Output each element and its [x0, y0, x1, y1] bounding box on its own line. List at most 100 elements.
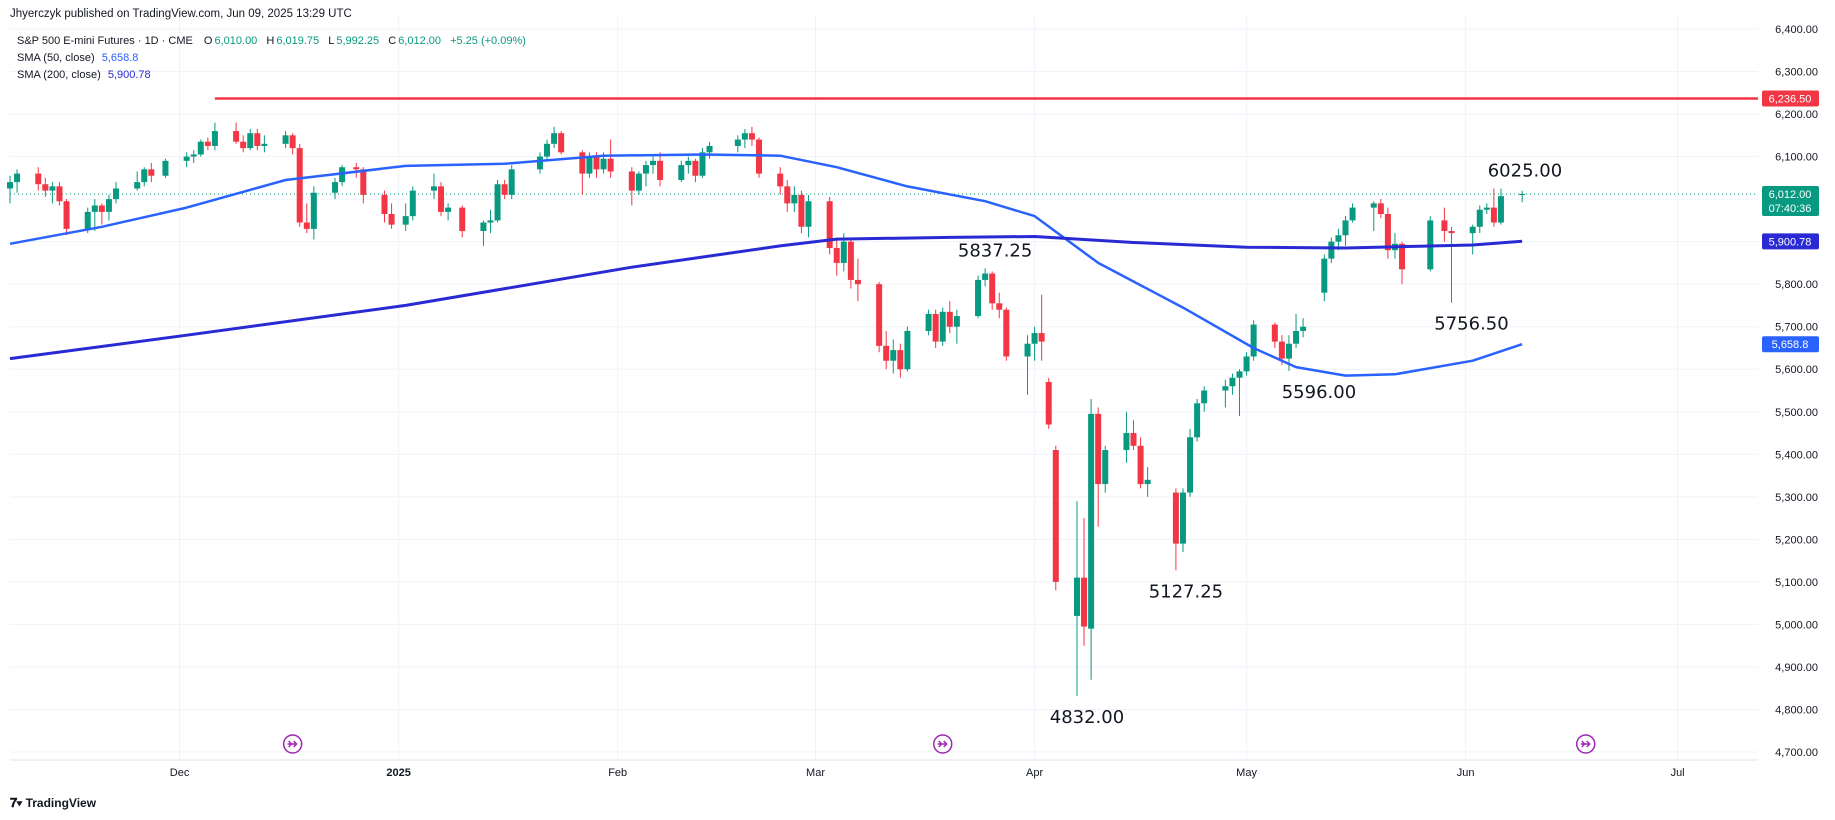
candle-body[interactable]: [904, 330, 911, 370]
candle-body[interactable]: [883, 345, 890, 361]
candle-body[interactable]: [635, 173, 642, 191]
candle-body[interactable]: [579, 152, 586, 174]
candle-body[interactable]: [1003, 309, 1010, 357]
candle-body[interactable]: [1123, 433, 1130, 451]
candle-body[interactable]: [388, 214, 395, 225]
candle-body[interactable]: [777, 173, 784, 187]
price-scale[interactable]: 6,400.006,300.006,200.006,100.006,000.00…: [1775, 24, 1818, 759]
candle-body[interactable]: [1278, 341, 1285, 359]
candle-body[interactable]: [261, 143, 268, 146]
candle-body[interactable]: [183, 156, 190, 161]
candle-body[interactable]: [1038, 333, 1045, 342]
candle-body[interactable]: [303, 222, 310, 229]
candle-body[interactable]: [508, 169, 515, 195]
candle-body[interactable]: [1024, 343, 1031, 357]
candle-body[interactable]: [748, 133, 755, 140]
candle-body[interactable]: [14, 173, 21, 183]
sma200-line[interactable]: [9, 235, 1523, 361]
candle-body[interactable]: [1172, 492, 1179, 544]
candle-body[interactable]: [42, 184, 49, 191]
candle-body[interactable]: [1384, 214, 1391, 251]
candle-body[interactable]: [190, 154, 197, 157]
candlestick-series[interactable]: [7, 122, 1526, 696]
candle-body[interactable]: [1469, 226, 1476, 234]
candle-body[interactable]: [1328, 241, 1335, 259]
candle-body[interactable]: [854, 279, 861, 285]
candle-body[interactable]: [445, 207, 452, 212]
candle-body[interactable]: [1483, 207, 1490, 210]
candle-body[interactable]: [741, 133, 748, 140]
candle-body[interactable]: [91, 205, 98, 212]
sma50-line[interactable]: [9, 153, 1523, 377]
candle-body[interactable]: [657, 160, 664, 180]
candle-body[interactable]: [105, 199, 112, 212]
candle-body[interactable]: [409, 190, 416, 217]
candle-body[interactable]: [1293, 330, 1300, 344]
candle-body[interactable]: [798, 194, 805, 227]
candle-body[interactable]: [494, 184, 501, 221]
candle-body[interactable]: [1321, 258, 1328, 293]
candle-body[interactable]: [826, 201, 833, 249]
candle-body[interactable]: [1300, 326, 1307, 331]
candle-body[interactable]: [1335, 235, 1342, 242]
candle-body[interactable]: [84, 211, 91, 229]
event-marker-icon[interactable]: [1575, 734, 1596, 754]
candle-body[interactable]: [939, 311, 946, 342]
candle-body[interactable]: [678, 165, 685, 180]
candle-body[interactable]: [1179, 492, 1186, 544]
candle-body[interactable]: [480, 222, 487, 232]
candle-body[interactable]: [35, 173, 42, 185]
candle-body[interactable]: [734, 139, 741, 146]
candle-body[interactable]: [650, 160, 657, 166]
candle-body[interactable]: [558, 133, 565, 153]
candle-body[interactable]: [1187, 437, 1194, 493]
candle-body[interactable]: [1490, 207, 1497, 223]
candle-body[interactable]: [7, 182, 13, 189]
candle-body[interactable]: [840, 241, 847, 263]
candle-body[interactable]: [692, 160, 699, 176]
candle-body[interactable]: [1031, 333, 1038, 344]
candle-body[interactable]: [805, 201, 812, 227]
candle-body[interactable]: [833, 248, 840, 263]
candle-body[interactable]: [946, 311, 953, 327]
candle-body[interactable]: [975, 279, 982, 317]
candle-body[interactable]: [706, 145, 713, 153]
candle-body[interactable]: [1399, 243, 1406, 270]
candle-body[interactable]: [360, 169, 367, 195]
candle-body[interactable]: [141, 169, 148, 183]
candle-body[interactable]: [536, 156, 543, 170]
candle-body[interactable]: [1229, 377, 1236, 387]
candle-body[interactable]: [56, 186, 63, 202]
candle-body[interactable]: [501, 184, 508, 195]
candle-body[interactable]: [685, 160, 692, 166]
event-marker-icon[interactable]: [932, 734, 953, 754]
candle-body[interactable]: [162, 160, 169, 176]
candle-body[interactable]: [551, 133, 558, 144]
candle-body[interactable]: [784, 186, 791, 204]
candle-body[interactable]: [402, 216, 409, 225]
candle-body[interactable]: [1102, 450, 1109, 485]
candle-body[interactable]: [953, 316, 960, 327]
candle-body[interactable]: [247, 133, 254, 149]
candle-body[interactable]: [1285, 343, 1292, 359]
candle-body[interactable]: [1377, 203, 1384, 215]
candle-body[interactable]: [1095, 413, 1102, 485]
candle-body[interactable]: [211, 131, 218, 146]
candle-body[interactable]: [876, 284, 883, 346]
candle-body[interactable]: [353, 167, 360, 170]
event-marker-icon[interactable]: [282, 734, 303, 754]
candle-body[interactable]: [438, 186, 445, 212]
candle-body[interactable]: [847, 241, 854, 280]
candle-body[interactable]: [1271, 324, 1278, 342]
candle-body[interactable]: [1448, 231, 1455, 234]
candle-body[interactable]: [289, 135, 296, 149]
candle-body[interactable]: [49, 186, 56, 191]
candle-body[interactable]: [233, 131, 240, 142]
candle-body[interactable]: [791, 194, 798, 204]
candle-body[interactable]: [98, 205, 105, 212]
candle-body[interactable]: [1194, 403, 1201, 438]
candle-body[interactable]: [1222, 386, 1229, 391]
candle-body[interactable]: [1476, 209, 1483, 227]
candle-body[interactable]: [282, 135, 289, 144]
